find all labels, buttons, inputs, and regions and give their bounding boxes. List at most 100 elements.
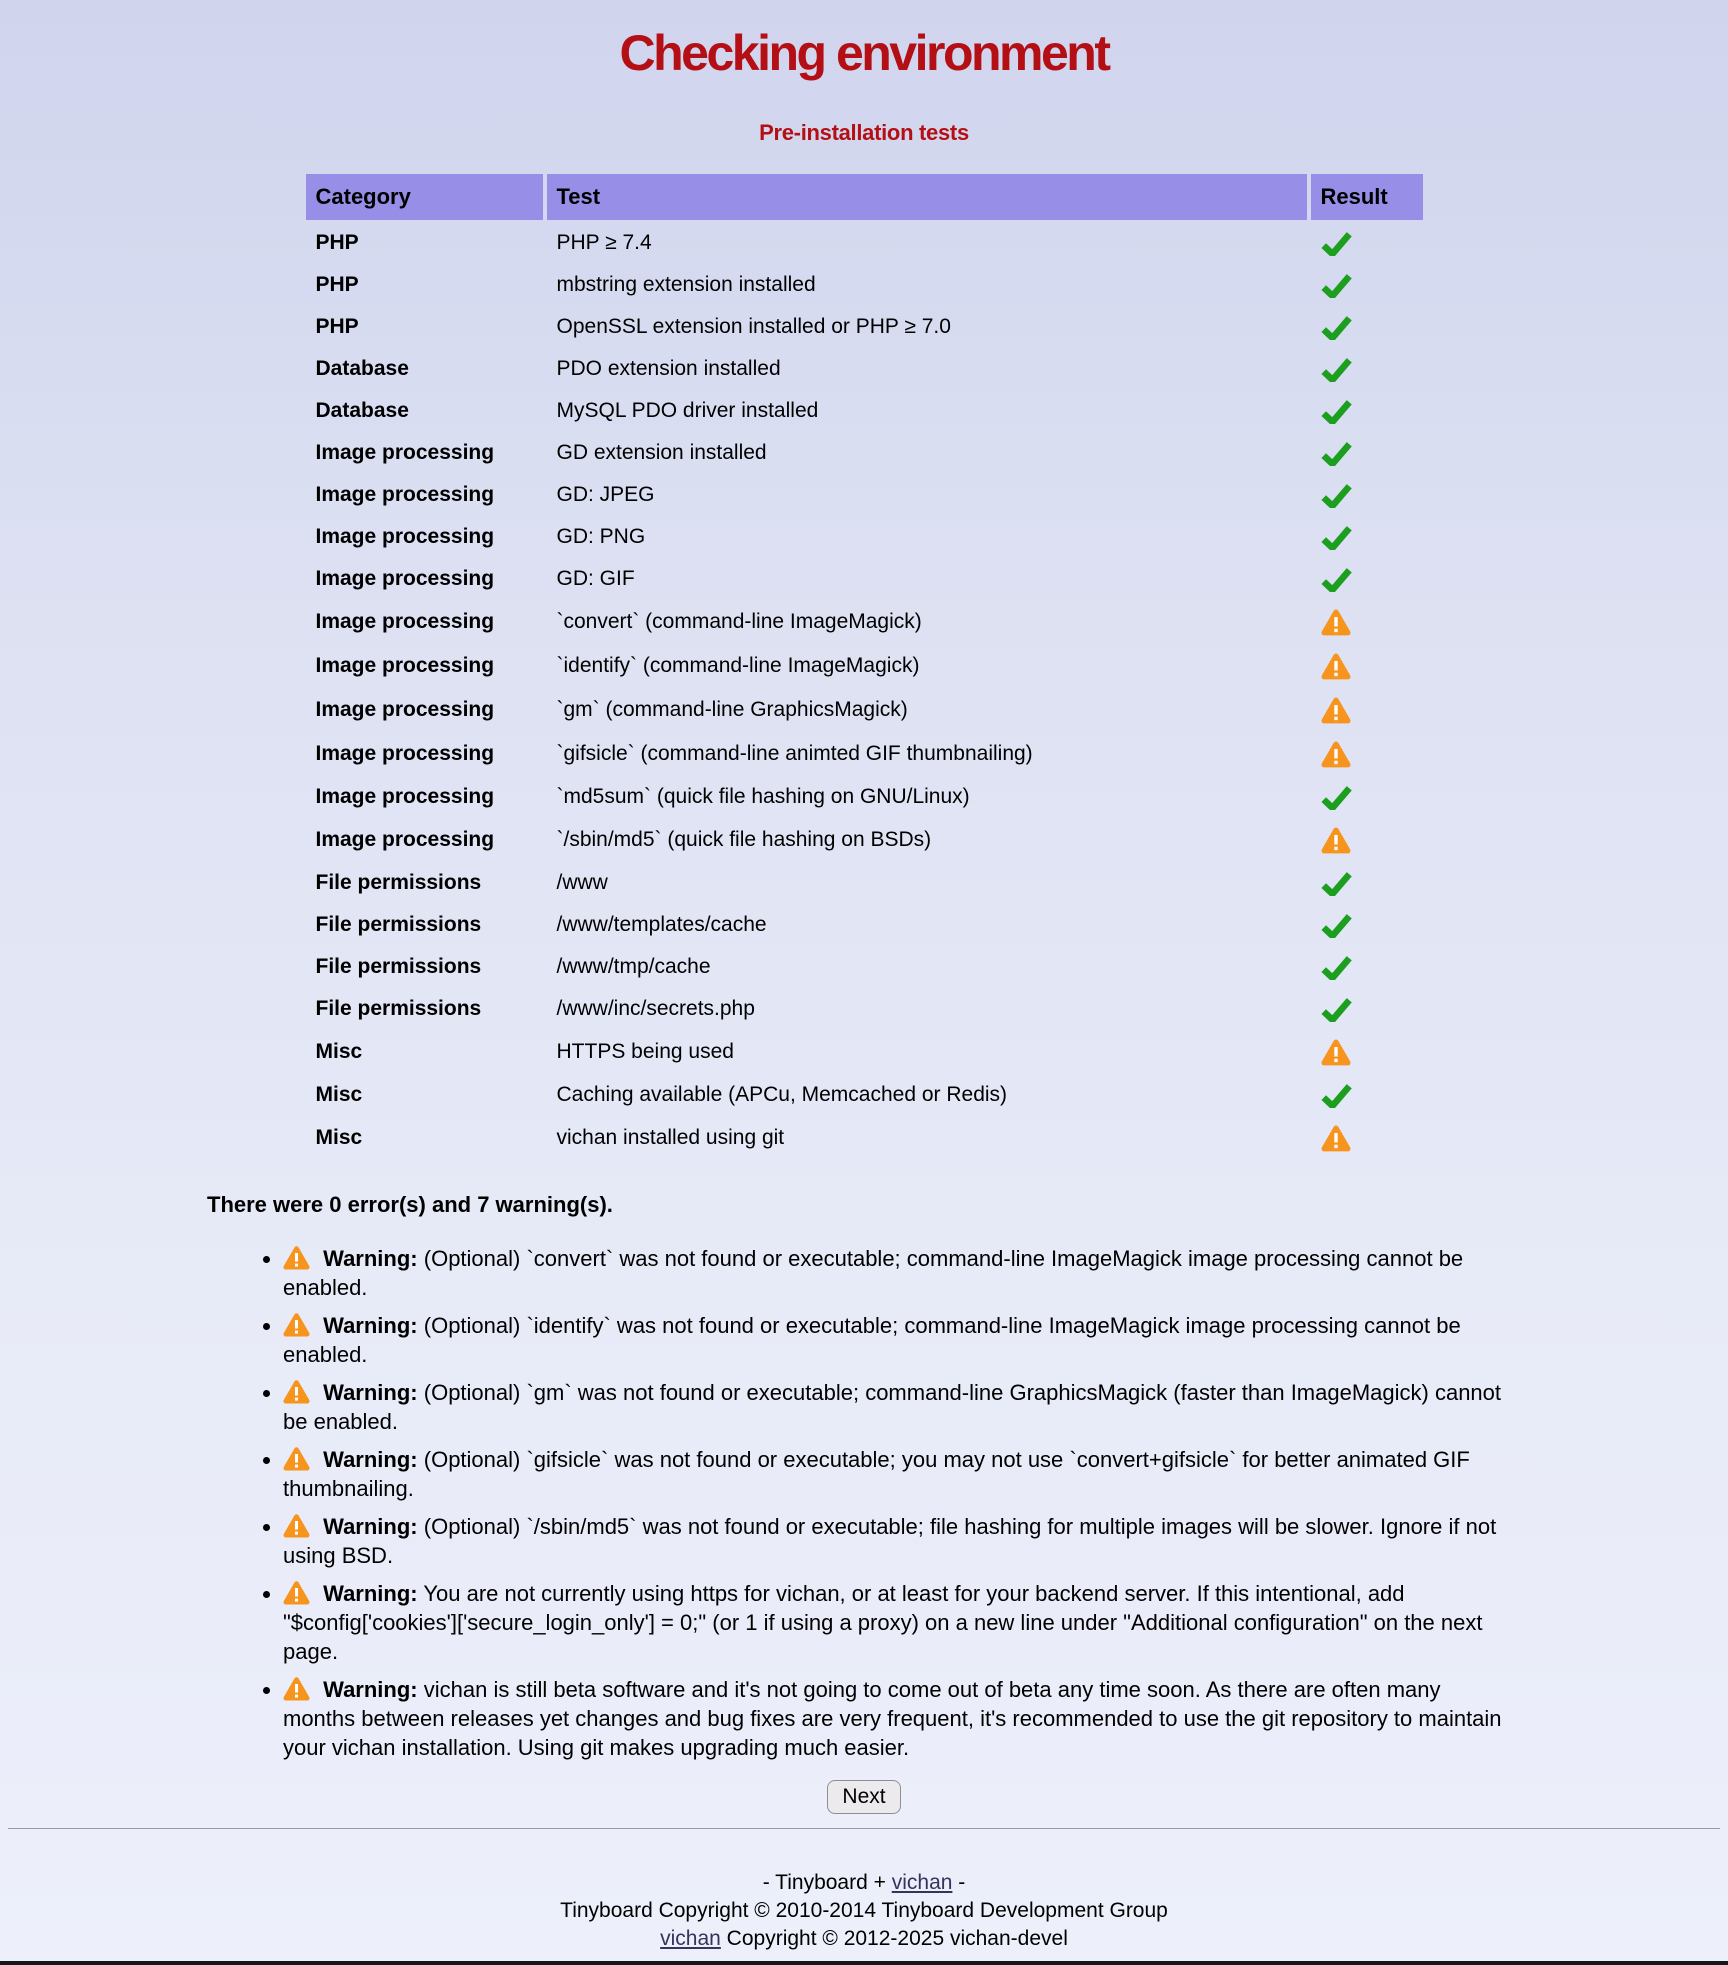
result-cell bbox=[1311, 392, 1423, 430]
table-row: File permissions /www/inc/secrets.php bbox=[306, 990, 1423, 1028]
test-cell: GD: JPEG bbox=[556, 483, 655, 506]
category-cell: Database bbox=[315, 399, 409, 422]
category-cell: File permissions bbox=[315, 871, 482, 894]
warning-icon bbox=[1321, 608, 1413, 636]
category-cell: Image processing bbox=[315, 742, 495, 765]
category-cell: File permissions bbox=[315, 997, 482, 1020]
result-cell bbox=[1311, 690, 1423, 730]
result-cell bbox=[1311, 990, 1423, 1028]
warning-label: Warning: bbox=[323, 1313, 418, 1338]
result-cell bbox=[1311, 350, 1423, 388]
vichan-link[interactable]: vichan bbox=[891, 1871, 953, 1894]
warning-text: (Optional) `convert` was not found or ex… bbox=[283, 1246, 1464, 1300]
warning-icon bbox=[1321, 826, 1413, 854]
check-icon bbox=[1320, 912, 1413, 938]
category-cell: Misc bbox=[315, 1040, 363, 1063]
test-cell: OpenSSL extension installed or PHP ≥ 7.0 bbox=[556, 315, 951, 338]
warning-list-item: Warning: (Optional) `identify` was not f… bbox=[283, 1311, 1508, 1369]
warning-bullet-icon bbox=[283, 1245, 310, 1270]
category-cell: Image processing bbox=[315, 441, 495, 464]
category-cell: Image processing bbox=[315, 567, 495, 590]
category-cell: Image processing bbox=[315, 785, 495, 808]
result-cell bbox=[1311, 1118, 1423, 1158]
test-cell: /www/templates/cache bbox=[556, 913, 767, 936]
footer: - Tinyboard + vichan - Tinyboard Copyrig… bbox=[0, 1869, 1728, 1953]
table-row: Image processing `convert` (command-line… bbox=[306, 602, 1423, 642]
warning-list-item: Warning: You are not currently using htt… bbox=[283, 1579, 1508, 1666]
window-bottom-edge bbox=[0, 1961, 1728, 1965]
test-cell: `/sbin/md5` (quick file hashing on BSDs) bbox=[556, 828, 932, 851]
warnings-list: Warning: (Optional) `convert` was not fo… bbox=[207, 1244, 1508, 1762]
check-icon bbox=[1320, 356, 1413, 382]
category-cell: Misc bbox=[315, 1126, 363, 1149]
check-icon bbox=[1320, 272, 1413, 298]
result-cell bbox=[1311, 434, 1423, 472]
result-cell bbox=[1311, 820, 1423, 860]
test-cell: `gifsicle` (command-line animted GIF thu… bbox=[556, 742, 1033, 765]
category-cell: Database bbox=[315, 357, 409, 380]
result-cell bbox=[1311, 518, 1423, 556]
check-icon bbox=[1320, 398, 1413, 424]
warning-list-item: Warning: (Optional) `gifsicle` was not f… bbox=[283, 1445, 1508, 1503]
page-subtitle: Pre-installation tests bbox=[759, 120, 969, 145]
table-row: PHP PHP ≥ 7.4 bbox=[306, 224, 1423, 262]
vichan-link-2[interactable]: vichan bbox=[660, 1927, 721, 1950]
table-row: Image processing `gm` (command-line Grap… bbox=[306, 690, 1423, 730]
category-cell: File permissions bbox=[315, 913, 482, 936]
category-cell: Misc bbox=[315, 1083, 363, 1106]
header-test: Test bbox=[546, 174, 1307, 220]
check-icon bbox=[1320, 784, 1413, 810]
warning-text: (Optional) `gifsicle` was not found or e… bbox=[283, 1447, 1470, 1501]
page-title: Checking environment bbox=[619, 25, 1112, 81]
warning-icon bbox=[1321, 696, 1413, 724]
warning-label: Warning: bbox=[323, 1581, 418, 1606]
test-cell: GD extension installed bbox=[556, 441, 767, 464]
table-row: Database PDO extension installed bbox=[306, 350, 1423, 388]
footer-line-2: Tinyboard Copyright © 2010-2014 Tinyboar… bbox=[560, 1899, 1168, 1922]
table-row: Misc HTTPS being used bbox=[306, 1032, 1423, 1072]
check-icon bbox=[1320, 314, 1413, 340]
table-row: File permissions /www/templates/cache bbox=[306, 906, 1423, 944]
test-cell: `md5sum` (quick file hashing on GNU/Linu… bbox=[556, 785, 970, 808]
check-icon bbox=[1320, 482, 1413, 508]
table-row: Image processing GD extension installed bbox=[306, 434, 1423, 472]
warning-label: Warning: bbox=[323, 1514, 418, 1539]
next-button[interactable]: Next bbox=[827, 1780, 901, 1814]
result-cell bbox=[1311, 1032, 1423, 1072]
category-cell: Image processing bbox=[315, 698, 495, 721]
test-cell: GD: PNG bbox=[556, 525, 646, 548]
category-cell: PHP bbox=[315, 273, 359, 296]
warning-text: vichan is still beta software and it's n… bbox=[283, 1677, 1502, 1760]
footer-line3-post: Copyright © 2012-2025 vichan-devel bbox=[720, 1927, 1068, 1950]
result-cell bbox=[1311, 1076, 1423, 1114]
warning-list-item: Warning: (Optional) `convert` was not fo… bbox=[283, 1244, 1508, 1302]
warning-bullet-icon bbox=[283, 1580, 310, 1605]
category-cell: Image processing bbox=[315, 654, 495, 677]
table-row: PHP OpenSSL extension installed or PHP ≥… bbox=[306, 308, 1423, 346]
table-row: Image processing GD: PNG bbox=[306, 518, 1423, 556]
check-icon bbox=[1320, 524, 1413, 550]
category-cell: Image processing bbox=[315, 610, 495, 633]
result-cell bbox=[1311, 266, 1423, 304]
warning-label: Warning: bbox=[323, 1246, 418, 1271]
result-cell bbox=[1311, 646, 1423, 686]
warning-bullet-icon bbox=[283, 1312, 310, 1337]
warning-label: Warning: bbox=[323, 1447, 418, 1472]
warning-icon bbox=[1321, 740, 1413, 768]
result-cell bbox=[1311, 224, 1423, 262]
category-cell: Image processing bbox=[315, 525, 495, 548]
result-cell bbox=[1311, 476, 1423, 514]
check-icon bbox=[1320, 1082, 1413, 1108]
warning-icon bbox=[1321, 652, 1413, 680]
result-cell bbox=[1311, 308, 1423, 346]
table-header: Category Test Result bbox=[305, 174, 1423, 220]
warning-text: (Optional) `gm` was not found or executa… bbox=[283, 1380, 1502, 1434]
result-cell bbox=[1311, 906, 1423, 944]
warning-icon bbox=[1321, 1038, 1413, 1066]
warning-bullet-icon bbox=[283, 1446, 310, 1471]
warning-label: Warning: bbox=[323, 1380, 418, 1405]
test-cell: GD: GIF bbox=[556, 567, 635, 590]
result-cell bbox=[1311, 948, 1423, 986]
check-icon bbox=[1320, 230, 1413, 256]
result-cell bbox=[1311, 778, 1423, 816]
